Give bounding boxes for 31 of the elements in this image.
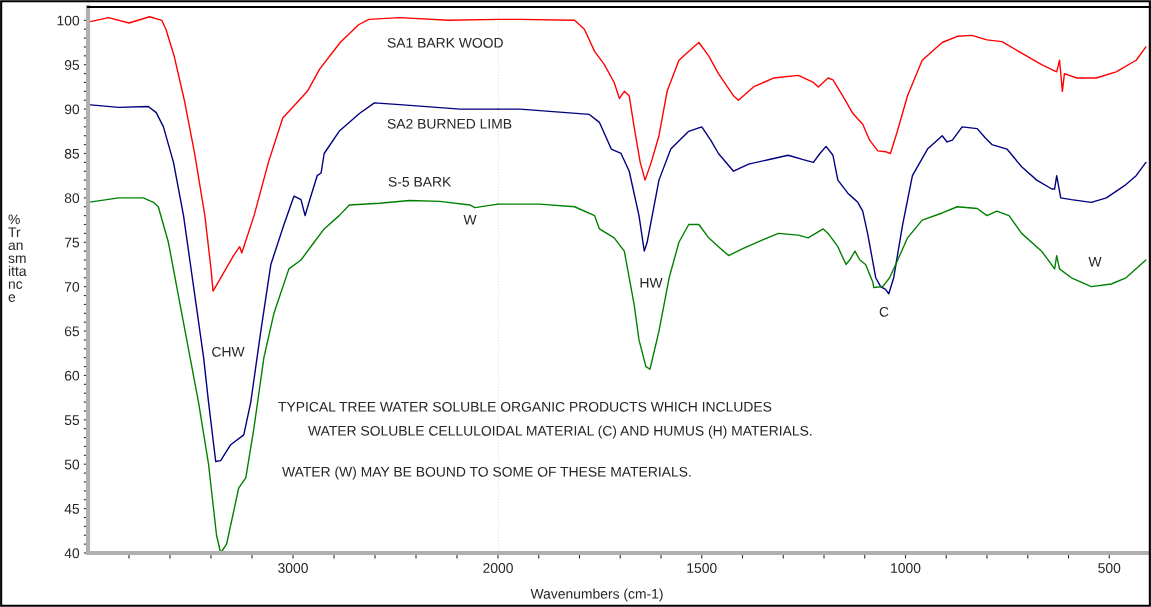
series-label: SA1 BARK WOOD xyxy=(387,37,503,48)
y-tick-label: 80 xyxy=(64,193,80,204)
y-tick-label: 95 xyxy=(64,60,80,70)
x-tick-label: 1500 xyxy=(687,563,717,573)
y-tick-label: 45 xyxy=(64,504,80,514)
series-label: S-5 BARK xyxy=(388,176,452,187)
y-tick-label: 85 xyxy=(64,148,80,159)
annotation: WATER (W) MAY BE BOUND TO SOME OF THESE MATERIALS. xyxy=(282,466,691,480)
x-tick-label: 2000 xyxy=(483,563,513,573)
annotation: W xyxy=(1088,257,1102,267)
y-tick-label: 75 xyxy=(64,237,80,248)
y-tick-label: 65 xyxy=(64,326,80,337)
x-tick-label: 500 xyxy=(1098,563,1121,573)
annotation: TYPICAL TREE WATER SOLUBLE ORGANIC PRODUCTS WHICH INCLUDES xyxy=(278,401,772,412)
annotation: HW xyxy=(640,278,663,288)
y-tick-label: 50 xyxy=(64,459,80,470)
y-axis-title: % Tr an sm itta nc e xyxy=(8,214,27,302)
annotation: WATER SOLUBLE CELLULOIDAL MATERIAL (C) AND HUMUS (H) MATERIALS. xyxy=(308,425,812,439)
y-tick-label: 90 xyxy=(64,104,80,115)
y-tick-label: 70 xyxy=(64,281,80,292)
y-tick-label: 55 xyxy=(64,415,80,425)
annotation: W xyxy=(463,215,477,225)
annotation: C xyxy=(879,306,889,317)
y-tick-label: 100 xyxy=(57,15,80,26)
annotation: CHW xyxy=(212,346,245,357)
y-tick-label: 60 xyxy=(64,370,80,381)
x-axis-title: Wavenumbers (cm-1) xyxy=(530,588,663,602)
x-tick-label: 3000 xyxy=(278,563,308,573)
x-tick-label: 1000 xyxy=(891,563,921,573)
series-label: SA2 BURNED LIMB xyxy=(387,118,512,129)
y-tick-label: 40 xyxy=(64,548,80,559)
